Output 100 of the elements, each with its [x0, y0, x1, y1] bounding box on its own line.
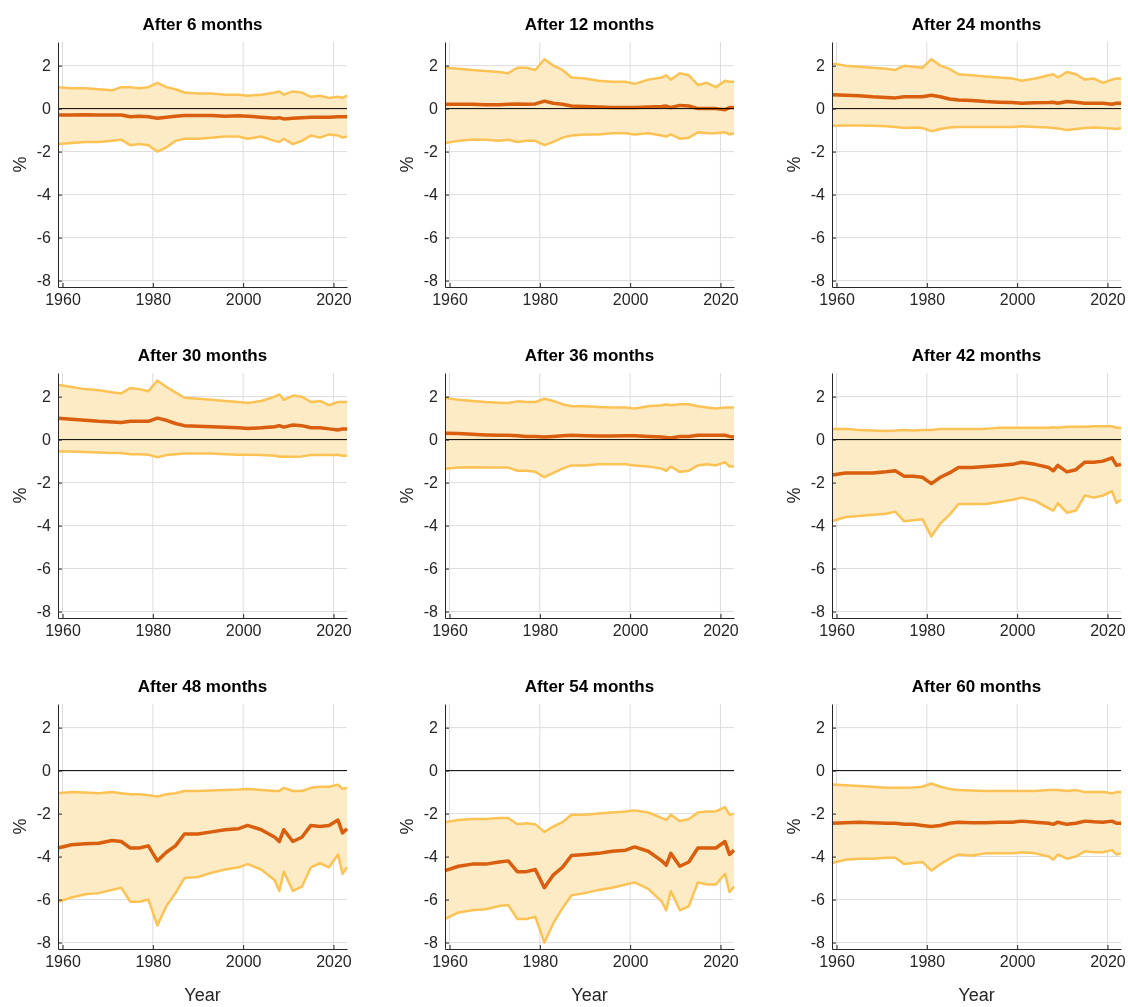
y-tick-label: -4	[423, 186, 439, 204]
line-series	[56, 416, 349, 432]
x-tick-label: 2020	[1090, 953, 1126, 971]
x-tick-label: 1960	[819, 953, 855, 971]
x-axis-title: Year	[184, 985, 221, 1005]
y-tick-label: -6	[36, 229, 52, 247]
x-tick-label: 2020	[316, 953, 352, 971]
y-axis-title: %	[10, 156, 30, 173]
y-tick-label: -2	[810, 474, 826, 492]
chart-title: After 12 months	[524, 15, 655, 34]
y-tick-label: -4	[36, 517, 52, 535]
y-tick-label: 2	[42, 57, 52, 75]
y-tick-label: 2	[816, 57, 826, 75]
y-tick-label: -8	[423, 603, 439, 621]
x-tick-label: 1960	[432, 622, 468, 640]
x-tick-label: 1980	[135, 291, 172, 309]
line-series	[830, 489, 1123, 538]
x-tick-label: 2020	[703, 953, 739, 971]
y-tick-label: -8	[810, 934, 826, 952]
x-tick-label: 1980	[909, 953, 946, 971]
chart-title: After 48 months	[137, 677, 268, 696]
y-tick-label: -2	[810, 805, 826, 823]
y-axis-title: %	[784, 487, 804, 504]
y-axis-title: %	[784, 156, 804, 173]
line-series	[443, 872, 736, 944]
x-tick-label: 1960	[432, 953, 468, 971]
x-tick-label: 1980	[135, 953, 172, 971]
y-tick-label: 0	[429, 762, 439, 780]
x-tick-label: 2020	[1090, 291, 1126, 309]
y-tick-label: 2	[429, 388, 439, 406]
y-tick-label: 0	[816, 762, 826, 780]
y-tick-label: -8	[36, 272, 52, 290]
y-tick-label: 0	[429, 431, 439, 449]
x-tick-label: 1980	[522, 622, 559, 640]
x-tick-label: 2000	[225, 291, 262, 309]
y-tick-label: -6	[423, 891, 439, 909]
x-axis-title: Year	[571, 985, 608, 1005]
y-tick-label: -6	[36, 891, 52, 909]
line-series	[56, 853, 349, 927]
y-axis-title: %	[397, 818, 417, 835]
y-tick-label: -4	[423, 848, 439, 866]
y-tick-label: -2	[36, 143, 52, 161]
y-tick-label: 0	[42, 100, 52, 118]
line-series	[56, 379, 349, 407]
y-tick-label: -6	[423, 560, 439, 578]
line-series	[443, 839, 736, 890]
x-tick-label: 2020	[316, 291, 352, 309]
y-tick-label: -4	[36, 848, 52, 866]
y-tick-label: -8	[36, 934, 52, 952]
y-tick-label: -8	[423, 934, 439, 952]
y-tick-label: -8	[423, 272, 439, 290]
line-series	[443, 99, 736, 112]
x-tick-label: 2000	[225, 622, 262, 640]
chart-title: After 24 months	[911, 15, 1042, 34]
y-tick-label: -2	[423, 805, 439, 823]
x-tick-label: 1980	[135, 622, 172, 640]
y-axis-title: %	[10, 487, 30, 504]
x-tick-label: 1960	[45, 622, 81, 640]
y-tick-label: -4	[423, 517, 439, 535]
line-series	[830, 848, 1123, 872]
y-tick-label: -6	[810, 891, 826, 909]
line-series	[443, 460, 736, 479]
y-tick-label: -8	[810, 272, 826, 290]
x-tick-label: 1960	[819, 622, 855, 640]
y-tick-label: -6	[36, 560, 52, 578]
y-tick-label: 0	[42, 431, 52, 449]
line-series	[830, 456, 1123, 486]
x-tick-label: 2000	[999, 291, 1036, 309]
y-tick-label: 2	[429, 57, 439, 75]
y-tick-label: 0	[816, 431, 826, 449]
x-tick-label: 2000	[612, 953, 649, 971]
x-tick-label: 2000	[612, 622, 649, 640]
y-tick-label: 0	[429, 100, 439, 118]
y-tick-label: -8	[36, 603, 52, 621]
y-tick-label: -4	[810, 517, 826, 535]
line-series	[443, 131, 736, 147]
y-tick-label: 2	[816, 388, 826, 406]
line-series	[56, 783, 349, 798]
y-tick-label: -2	[36, 805, 52, 823]
line-series	[443, 57, 736, 89]
y-tick-label: 2	[816, 719, 826, 737]
y-axis-title: %	[397, 487, 417, 504]
chart-title: After 42 months	[911, 346, 1042, 365]
chart-title: After 6 months	[142, 15, 263, 34]
line-series	[56, 133, 349, 153]
x-tick-label: 1980	[909, 622, 946, 640]
y-tick-label: -8	[810, 603, 826, 621]
x-tick-label: 2000	[225, 953, 262, 971]
y-tick-label: -6	[810, 560, 826, 578]
x-tick-label: 1960	[45, 953, 81, 971]
y-tick-label: -6	[810, 229, 826, 247]
y-tick-label: 0	[42, 762, 52, 780]
x-tick-label: 1980	[522, 291, 559, 309]
y-tick-label: -2	[810, 143, 826, 161]
line-series	[443, 396, 736, 410]
line-series	[830, 57, 1123, 85]
x-tick-label: 1960	[432, 291, 468, 309]
y-axis-title: %	[784, 818, 804, 835]
chart-title: After 30 months	[137, 346, 268, 365]
line-series	[830, 782, 1123, 795]
